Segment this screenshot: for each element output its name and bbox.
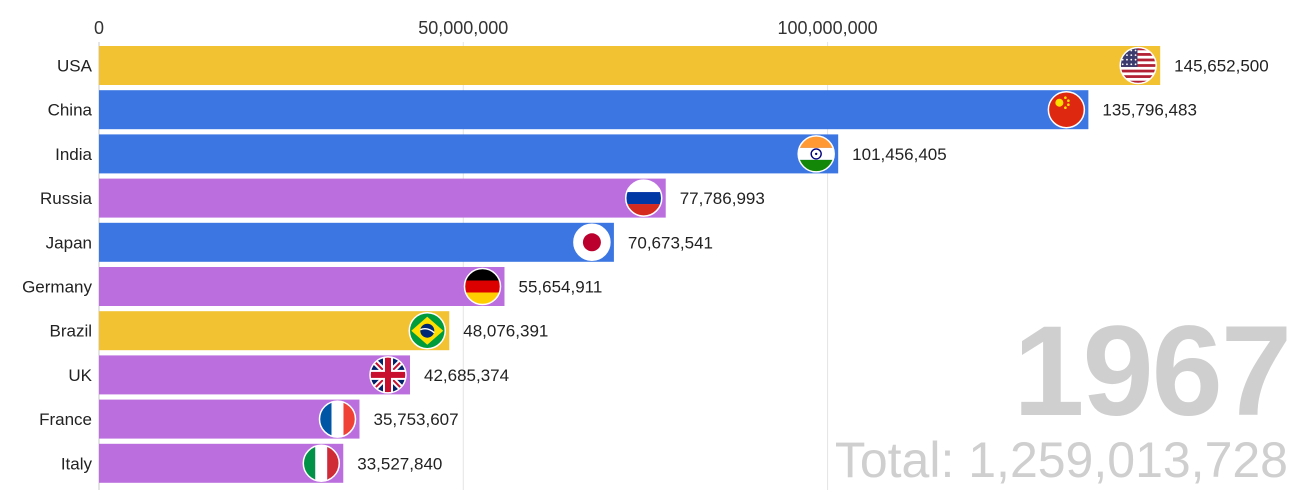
italy-flag-icon [302, 444, 341, 483]
france-flag-icon [318, 400, 357, 438]
year-label: 1967 [1013, 300, 1292, 443]
germany-flag-icon [463, 267, 502, 306]
total-label: Total: 1,259,013,728 [834, 432, 1288, 488]
china-flag-icon [1047, 90, 1086, 129]
bar-group: Germany 55,654,911 [22, 267, 602, 306]
category-label: China [48, 101, 93, 120]
russia-flag-icon [624, 179, 663, 217]
bar [99, 90, 1089, 130]
bar [99, 311, 450, 351]
bar [99, 355, 410, 395]
uk-flag-icon [369, 356, 407, 394]
value-label: 55,654,911 [518, 278, 602, 297]
category-label: India [55, 145, 92, 164]
category-label: Russia [40, 189, 93, 208]
value-label: 35,753,607 [373, 410, 458, 429]
value-label: 135,796,483 [1102, 101, 1197, 120]
x-tick-label: 0 [94, 18, 104, 38]
bar-group: Japan 70,673,541 [46, 222, 713, 262]
category-label: UK [68, 366, 92, 385]
bar-group: Italy 33,527,840 [61, 443, 442, 483]
value-label: 101,456,405 [852, 145, 947, 164]
value-label: 77,786,993 [680, 189, 765, 208]
category-label: France [39, 410, 92, 429]
category-label: Japan [46, 233, 92, 252]
bar-group: Russia 77,786,993 [40, 178, 765, 218]
x-tick-label: 100,000,000 [778, 18, 878, 38]
value-label: 48,076,391 [463, 322, 548, 341]
bar [99, 399, 360, 439]
india-flag-icon [797, 135, 835, 173]
category-label: USA [57, 57, 93, 76]
category-label: Italy [61, 454, 93, 473]
bar [99, 134, 839, 174]
bar [99, 46, 1161, 85]
bar-group: UK 42,685,374 [68, 355, 509, 395]
x-tick-label: 50,000,000 [418, 18, 508, 38]
value-label: 33,527,840 [357, 454, 442, 473]
brazil-flag-icon [408, 311, 447, 350]
bar-group: China 135,796,483 [48, 90, 1197, 130]
bar-group: USA 145,652,500 [57, 46, 1269, 85]
japan-flag-icon [573, 223, 611, 262]
bars: USA 145,652,500 China 135,796,483 India 101,4… [22, 46, 1269, 483]
value-label: 42,685,374 [424, 366, 509, 385]
usa-flag-icon [1119, 46, 1157, 85]
bar-group: India 101,456,405 [55, 134, 947, 174]
category-label: Brazil [49, 322, 92, 341]
value-label: 70,673,541 [628, 233, 713, 252]
bar [99, 178, 666, 218]
bar [99, 222, 614, 262]
bar-group: Brazil 48,076,391 [49, 311, 548, 351]
bar [99, 267, 505, 306]
axis-ticks: 0 50,000,000 100,000,000 [94, 18, 878, 38]
bar-group: France 35,753,607 [39, 399, 459, 439]
value-label: 145,652,500 [1174, 57, 1269, 76]
category-label: Germany [22, 278, 92, 297]
